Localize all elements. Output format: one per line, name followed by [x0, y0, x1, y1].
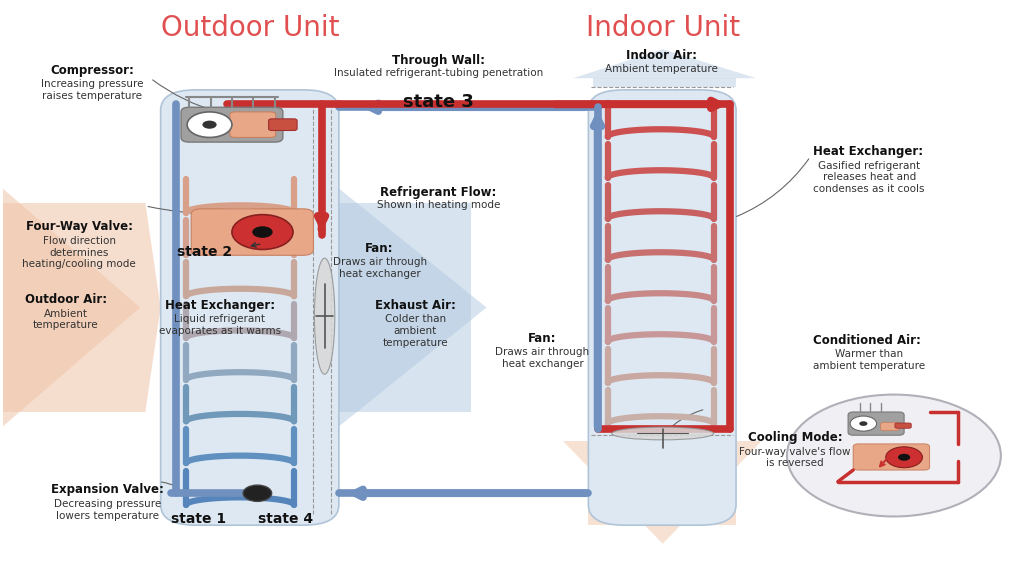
Text: Decreasing pressure
lowers temperature: Decreasing pressure lowers temperature — [54, 499, 162, 520]
Polygon shape — [339, 203, 471, 412]
Circle shape — [850, 416, 877, 431]
Circle shape — [859, 421, 867, 426]
Text: state 3: state 3 — [403, 93, 474, 111]
Polygon shape — [594, 79, 736, 87]
FancyBboxPatch shape — [848, 412, 904, 435]
Text: Four-Way Valve:: Four-Way Valve: — [26, 220, 133, 233]
Circle shape — [187, 112, 231, 138]
Text: Fan:: Fan: — [366, 242, 394, 255]
Text: Exhaust Air:: Exhaust Air: — [375, 299, 456, 312]
Text: state 2: state 2 — [177, 245, 232, 259]
FancyBboxPatch shape — [881, 423, 899, 431]
Text: Increasing pressure
raises temperature: Increasing pressure raises temperature — [41, 79, 143, 101]
Text: state 4: state 4 — [258, 512, 313, 526]
Polygon shape — [3, 203, 161, 412]
Text: Refrigerant Flow:: Refrigerant Flow: — [381, 186, 497, 199]
Text: Ambient
temperature: Ambient temperature — [33, 309, 98, 331]
Text: Draws air through
heat exchanger: Draws air through heat exchanger — [333, 257, 427, 278]
Ellipse shape — [611, 427, 714, 440]
Text: Ambient temperature: Ambient temperature — [605, 64, 718, 74]
Text: Flow direction
determines
heating/cooling mode: Flow direction determines heating/coolin… — [23, 236, 136, 270]
Text: Insulated refrigerant-tubing penetration: Insulated refrigerant-tubing penetration — [334, 68, 544, 78]
Text: Warmer than
ambient temperature: Warmer than ambient temperature — [813, 349, 926, 371]
FancyBboxPatch shape — [191, 209, 313, 255]
FancyBboxPatch shape — [230, 112, 275, 138]
Text: Liquid refrigerant
evaporates as it warms: Liquid refrigerant evaporates as it warm… — [159, 315, 281, 336]
Text: Fan:: Fan: — [528, 332, 557, 345]
Text: Colder than
ambient
temperature: Colder than ambient temperature — [382, 315, 449, 347]
FancyBboxPatch shape — [161, 90, 339, 525]
Polygon shape — [3, 189, 140, 427]
Circle shape — [787, 394, 1000, 516]
Text: Draws air through
heat exchanger: Draws air through heat exchanger — [496, 347, 590, 369]
FancyBboxPatch shape — [853, 444, 930, 470]
Circle shape — [252, 226, 272, 238]
Polygon shape — [563, 441, 762, 544]
Text: state 1: state 1 — [171, 512, 226, 526]
FancyBboxPatch shape — [589, 90, 736, 525]
Circle shape — [243, 485, 271, 502]
Text: Through Wall:: Through Wall: — [392, 54, 485, 67]
Text: Gasified refrigerant
releases heat and
condenses as it cools: Gasified refrigerant releases heat and c… — [813, 161, 925, 194]
Text: Shown in heating mode: Shown in heating mode — [377, 200, 501, 210]
Circle shape — [231, 214, 293, 250]
Ellipse shape — [314, 258, 335, 374]
Text: Cooling Mode:: Cooling Mode: — [748, 431, 843, 444]
Text: Conditioned Air:: Conditioned Air: — [813, 333, 922, 347]
Text: Heat Exchanger:: Heat Exchanger: — [165, 299, 274, 312]
Polygon shape — [339, 189, 486, 427]
Text: Four-way valve's flow
is reversed: Four-way valve's flow is reversed — [739, 447, 851, 468]
Text: Expansion Valve:: Expansion Valve: — [51, 483, 164, 496]
FancyBboxPatch shape — [268, 119, 297, 131]
Polygon shape — [589, 441, 736, 525]
Text: Outdoor Unit: Outdoor Unit — [161, 15, 340, 42]
Circle shape — [886, 447, 923, 468]
Text: Indoor Air:: Indoor Air: — [627, 49, 697, 62]
Text: Compressor:: Compressor: — [50, 64, 134, 77]
FancyBboxPatch shape — [181, 107, 283, 142]
Circle shape — [203, 121, 217, 129]
FancyBboxPatch shape — [895, 423, 911, 428]
Text: Indoor Unit: Indoor Unit — [586, 15, 739, 42]
Text: Heat Exchanger:: Heat Exchanger: — [813, 145, 924, 158]
Text: Outdoor Air:: Outdoor Air: — [25, 293, 106, 306]
Circle shape — [898, 454, 910, 461]
Polygon shape — [573, 49, 757, 79]
